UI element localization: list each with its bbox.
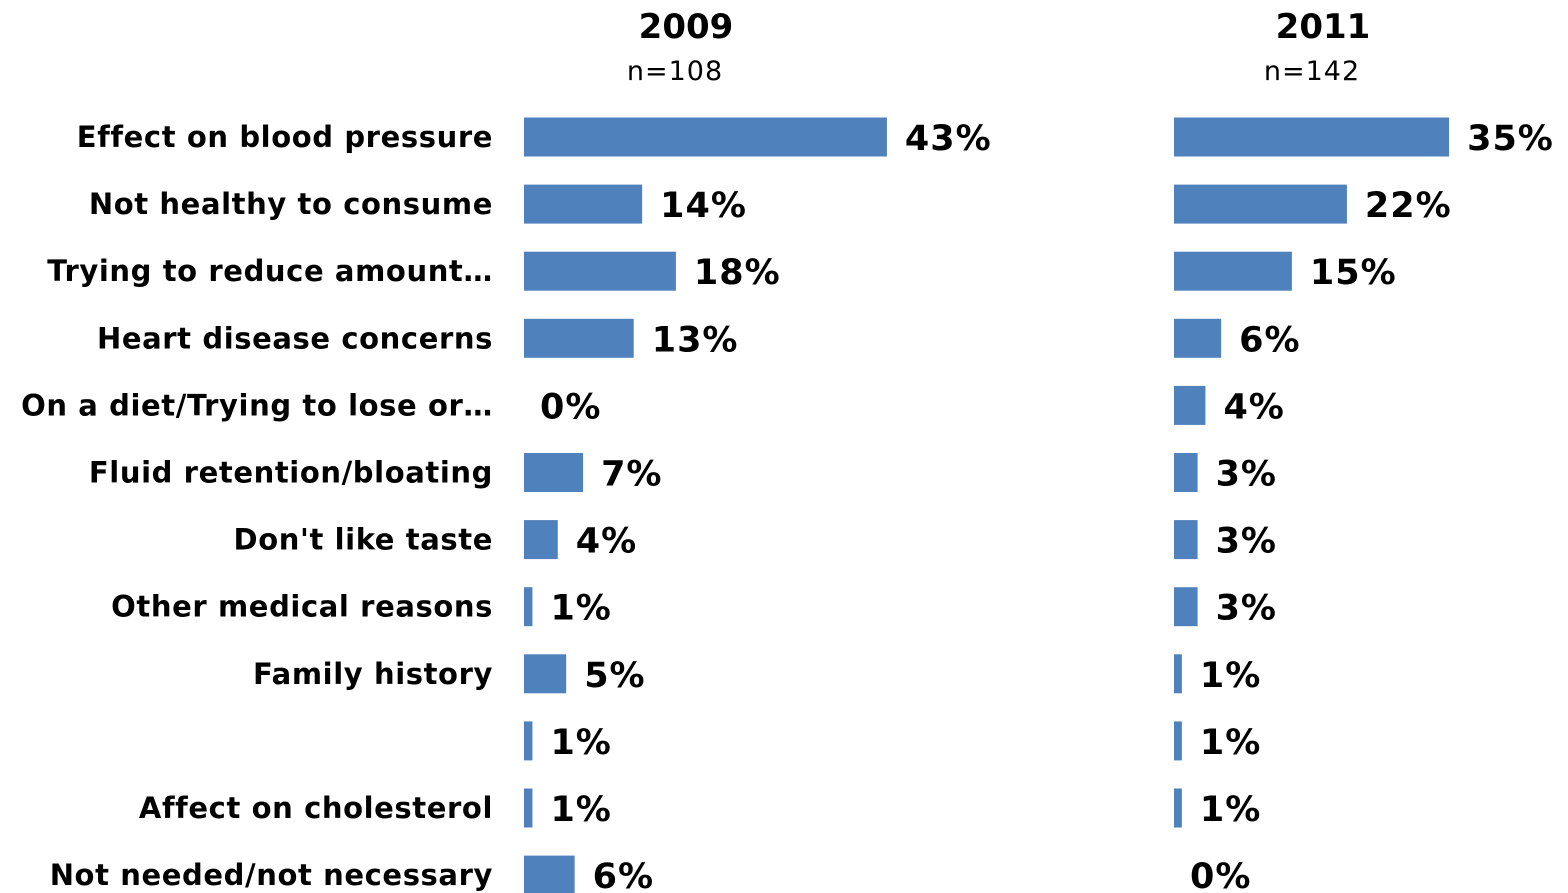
bar-2011	[1174, 318, 1222, 358]
value-label: 0%	[540, 387, 601, 427]
category-labels: Effect on blood pressure Not healthy to c…	[21, 120, 493, 892]
category-label: Not needed/not necessary	[50, 858, 493, 892]
bar-2009	[524, 117, 887, 157]
bar-2009	[524, 184, 643, 224]
value-label: 4%	[1223, 387, 1284, 427]
category-label: Trying to reduce amount…	[47, 254, 493, 288]
category-label: Effect on blood pressure	[77, 120, 493, 154]
series-title: 2009	[639, 7, 734, 47]
value-label: 6%	[593, 857, 654, 893]
value-label: 1%	[1200, 656, 1261, 696]
value-label: 14%	[660, 186, 747, 226]
value-label: 0%	[1190, 857, 1251, 893]
category-label: Affect on cholesterol	[139, 791, 493, 825]
bar-2009	[524, 587, 533, 627]
bar-2009	[524, 855, 575, 893]
bars	[524, 117, 1450, 893]
bar-2009	[524, 520, 558, 560]
value-label: 6%	[1239, 320, 1300, 360]
category-label: Fluid retention/bloating	[89, 456, 493, 490]
value-label: 3%	[1216, 589, 1277, 629]
value-label: 13%	[652, 320, 739, 360]
value-label: 7%	[601, 455, 662, 495]
category-label: Don't like taste	[234, 523, 493, 557]
bar-2009	[524, 318, 634, 358]
bar-2011	[1174, 453, 1198, 492]
value-label: 43%	[905, 119, 992, 159]
panel-titles: 2009 n=108 2011 n=142	[627, 7, 1370, 87]
series-sample-size: n=142	[1264, 56, 1360, 87]
value-label: 3%	[1216, 522, 1277, 562]
category-label: Other medical reasons	[111, 590, 493, 624]
bar-2011	[1174, 654, 1182, 694]
bar-2011	[1174, 721, 1182, 761]
value-label: 18%	[694, 253, 781, 293]
bar-2011	[1174, 251, 1292, 291]
bar-2011	[1174, 184, 1347, 224]
value-label: 15%	[1310, 253, 1397, 293]
value-label: 5%	[584, 656, 645, 696]
bar-2011	[1174, 788, 1182, 828]
category-label: On a diet/Trying to lose or…	[21, 388, 493, 422]
value-label: 1%	[550, 589, 611, 629]
value-label: 22%	[1365, 186, 1452, 226]
category-label: Heart disease concerns	[97, 321, 493, 355]
value-label: 35%	[1467, 119, 1554, 159]
value-label: 3%	[1216, 455, 1277, 495]
bar-2009	[524, 654, 567, 694]
value-labels: 43%14%18%13%0%7%4%1%5%1%1%6%35%22%15%6%4…	[540, 119, 1554, 893]
category-label: Not healthy to consume	[89, 187, 493, 221]
category-label: Family history	[253, 657, 493, 691]
bar-2011	[1174, 117, 1450, 157]
value-label: 1%	[550, 790, 611, 830]
bar-2011	[1174, 385, 1206, 425]
bar-2009	[524, 721, 533, 761]
bar-2009	[524, 251, 676, 291]
value-label: 1%	[1200, 790, 1261, 830]
bar-2009	[524, 788, 533, 828]
bar-2011	[1174, 520, 1198, 560]
bar-2009	[524, 453, 584, 492]
series-sample-size: n=108	[627, 56, 723, 87]
value-label: 1%	[550, 723, 611, 763]
value-label: 1%	[1200, 723, 1261, 763]
bar-2011	[1174, 587, 1198, 627]
series-title: 2011	[1276, 7, 1371, 47]
value-label: 4%	[576, 522, 637, 562]
